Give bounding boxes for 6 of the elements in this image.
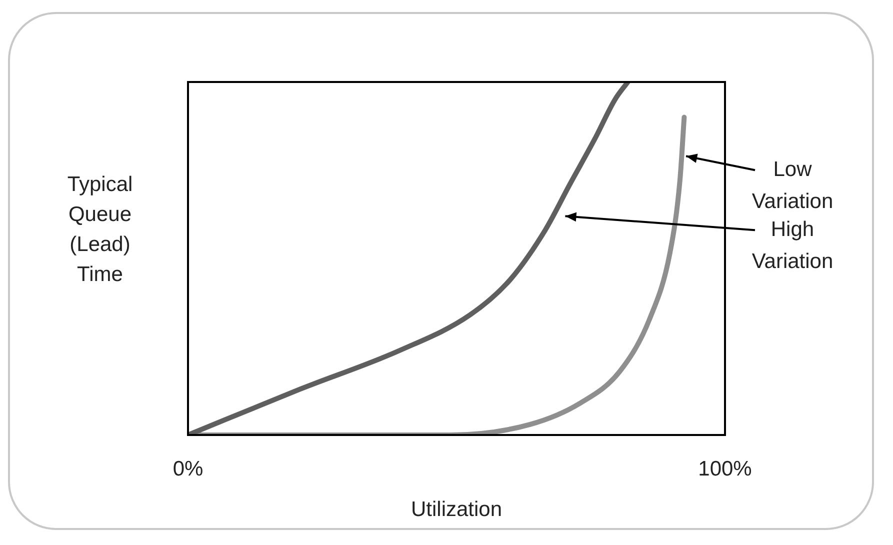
x-tick-label: 100% [698,457,752,480]
x-tick-label: 0% [172,457,204,480]
y-axis-title: Typical Queue (Lead) Time [66,172,134,288]
annotation: High Variation [750,217,834,276]
x-axis-title: Utilization [410,498,502,522]
annotation: Low Variation [750,157,834,216]
